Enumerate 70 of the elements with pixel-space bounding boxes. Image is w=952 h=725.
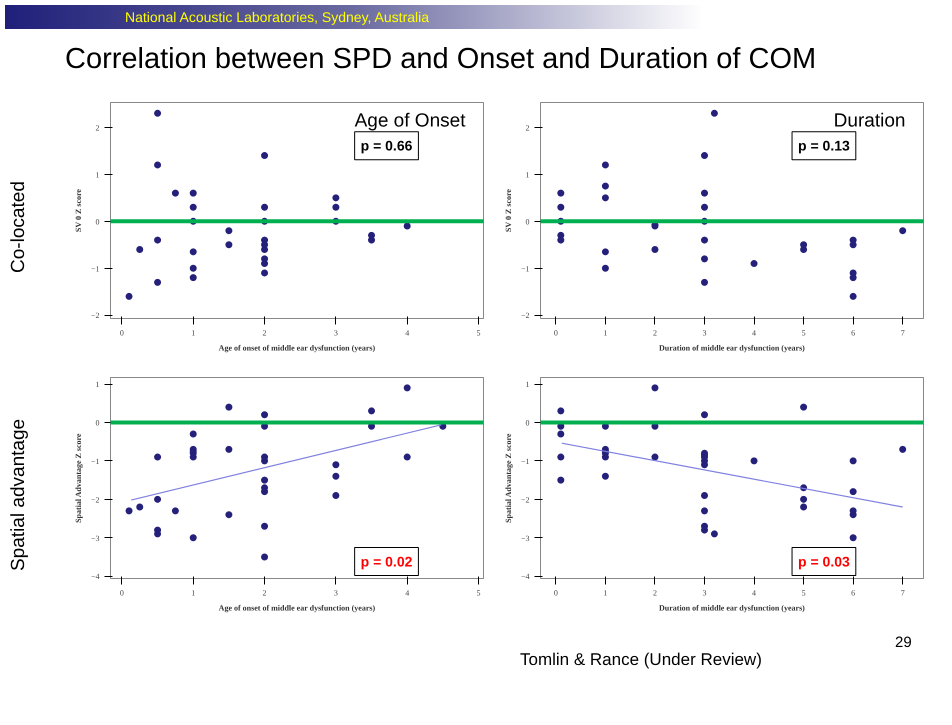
x-tick-label: 4	[752, 328, 756, 338]
y-tick-label: −4	[90, 572, 100, 582]
x-tick-label: 0	[120, 588, 124, 598]
x-tick-label: 3	[702, 588, 706, 598]
y-tick-label: −1	[520, 264, 530, 274]
x-tick-label: 0	[554, 328, 558, 338]
y-tick-label: 0	[526, 418, 530, 428]
y-tick-label: 0	[526, 217, 530, 226]
x-tick-label: 2	[652, 328, 657, 338]
x-tick-label: 4	[752, 588, 756, 598]
y-tick-label: −2	[90, 495, 100, 504]
y-tick-label: −2	[520, 495, 530, 504]
x-tick-label: 6	[851, 328, 856, 338]
y-tick-label: 2	[96, 123, 100, 132]
x-tick-label: 2	[262, 588, 267, 598]
text: Co-located	[7, 182, 30, 274]
x-axis-title: Age of onset of middle ear dysfunction (years)	[218, 344, 376, 352]
y-tick-label: 0	[96, 217, 100, 226]
x-tick-label: 7	[900, 328, 905, 338]
y-tick-label: −3	[520, 534, 530, 543]
x-tick-label: 5	[476, 328, 481, 338]
y-axis-title: Spatial Advantage Z score	[74, 433, 83, 523]
y-tick-label: 1	[96, 170, 100, 180]
y-tick-label: −1	[90, 456, 100, 466]
x-tick-label: 2	[652, 588, 657, 598]
y-axis-title: SV 0 Z score	[504, 188, 513, 232]
text: 29	[895, 633, 912, 653]
text: Spatial advantage	[7, 418, 30, 572]
x-tick-label: 2	[262, 328, 267, 338]
y-tick-label: −4	[520, 572, 530, 582]
x-tick-label: 3	[334, 588, 338, 598]
text: National Acoustic Laboratories, Sydney, Australia	[125, 8, 430, 27]
x-tick-label: 7	[900, 588, 905, 598]
x-tick-label: 4	[405, 328, 410, 338]
x-tick-label: 0	[120, 328, 124, 338]
x-tick-label: 1	[191, 588, 196, 598]
x-tick-label: 1	[603, 588, 608, 598]
x-axis-title: Duration of middle ear dysfunction (years)	[659, 344, 806, 352]
x-tick-label: 5	[802, 588, 806, 598]
text: Correlation between SPD and Onset and Duration of COM	[65, 42, 816, 77]
annotation: p = 0.13	[798, 138, 850, 154]
x-tick-label: 3	[702, 328, 706, 338]
text: Tomlin & Rance (Under Review)	[520, 649, 762, 671]
x-tick-label: 1	[191, 328, 196, 338]
y-tick-label: 0	[96, 418, 100, 428]
y-tick-label: 1	[526, 170, 530, 180]
y-axis-title: Spatial Advantage Z score	[504, 433, 513, 523]
y-tick-label: −1	[520, 456, 530, 466]
x-tick-label: 5	[476, 588, 481, 598]
y-tick-label: −2	[520, 311, 530, 320]
annotation: p = 0.02	[360, 554, 413, 570]
chart-title: Duration	[834, 110, 906, 132]
y-tick-label: 1	[526, 380, 530, 390]
y-tick-label: −3	[90, 534, 100, 543]
y-axis-title: SV 0 Z score	[74, 188, 83, 232]
x-tick-label: 3	[334, 328, 338, 338]
x-tick-label: 1	[603, 328, 608, 338]
x-tick-label: 4	[405, 588, 410, 598]
x-axis-title: Age of onset of middle ear dysfunction (years)	[218, 604, 376, 612]
x-axis-title: Duration of middle ear dysfunction (years)	[659, 604, 806, 612]
x-tick-label: 6	[851, 588, 856, 598]
annotation: p = 0.66	[360, 138, 413, 154]
x-tick-label: 0	[554, 588, 558, 598]
y-tick-label: 1	[96, 380, 100, 390]
y-tick-label: −1	[90, 264, 100, 274]
y-tick-label: 2	[526, 123, 530, 132]
chart-title: Age of Onset	[354, 110, 466, 132]
y-tick-label: −2	[90, 311, 100, 320]
annotation: p = 0.03	[798, 554, 850, 570]
x-tick-label: 5	[802, 328, 806, 338]
